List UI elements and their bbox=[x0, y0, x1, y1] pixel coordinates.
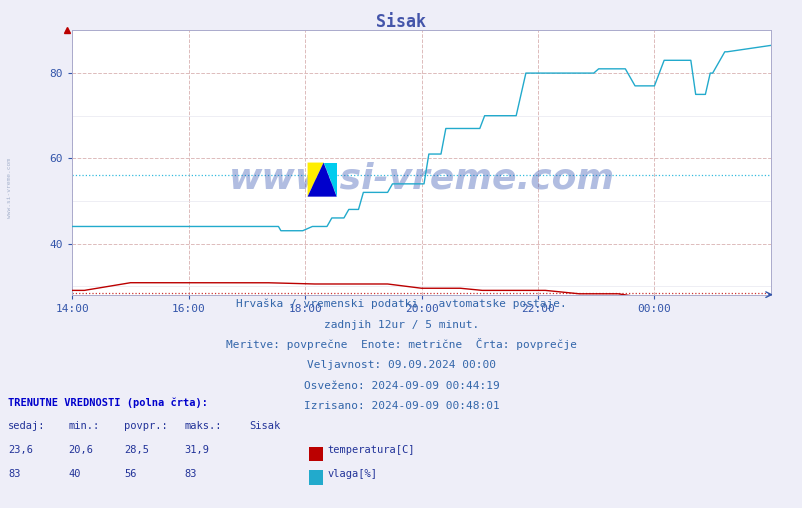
Text: zadnjih 12ur / 5 minut.: zadnjih 12ur / 5 minut. bbox=[323, 320, 479, 330]
Text: www.si-vreme.com: www.si-vreme.com bbox=[229, 162, 614, 196]
Polygon shape bbox=[323, 163, 336, 197]
Text: Izrisano: 2024-09-09 00:48:01: Izrisano: 2024-09-09 00:48:01 bbox=[303, 401, 499, 411]
Text: 28,5: 28,5 bbox=[124, 445, 149, 455]
Polygon shape bbox=[307, 163, 336, 197]
Text: vlaga[%]: vlaga[%] bbox=[327, 468, 377, 479]
Text: TRENUTNE VREDNOSTI (polna črta):: TRENUTNE VREDNOSTI (polna črta): bbox=[8, 398, 208, 408]
Text: 20,6: 20,6 bbox=[68, 445, 93, 455]
Text: 23,6: 23,6 bbox=[8, 445, 33, 455]
Text: Meritve: povprečne  Enote: metrične  Črta: povprečje: Meritve: povprečne Enote: metrične Črta:… bbox=[225, 338, 577, 350]
Text: 83: 83 bbox=[184, 468, 197, 479]
Polygon shape bbox=[307, 163, 323, 197]
Text: Sisak: Sisak bbox=[249, 421, 280, 431]
Text: min.:: min.: bbox=[68, 421, 99, 431]
Text: maks.:: maks.: bbox=[184, 421, 222, 431]
Text: 31,9: 31,9 bbox=[184, 445, 209, 455]
Text: Hrvaška / vremenski podatki - avtomatske postaje.: Hrvaška / vremenski podatki - avtomatske… bbox=[236, 299, 566, 309]
Text: Veljavnost: 09.09.2024 00:00: Veljavnost: 09.09.2024 00:00 bbox=[306, 360, 496, 370]
Text: sedaj:: sedaj: bbox=[8, 421, 46, 431]
Text: 83: 83 bbox=[8, 468, 21, 479]
Text: temperatura[C]: temperatura[C] bbox=[327, 445, 415, 455]
Text: 56: 56 bbox=[124, 468, 137, 479]
Text: povpr.:: povpr.: bbox=[124, 421, 168, 431]
Text: Osveženo: 2024-09-09 00:44:19: Osveženo: 2024-09-09 00:44:19 bbox=[303, 380, 499, 391]
Text: www.si-vreme.com: www.si-vreme.com bbox=[7, 158, 12, 218]
Text: Sisak: Sisak bbox=[376, 13, 426, 30]
Text: 40: 40 bbox=[68, 468, 81, 479]
